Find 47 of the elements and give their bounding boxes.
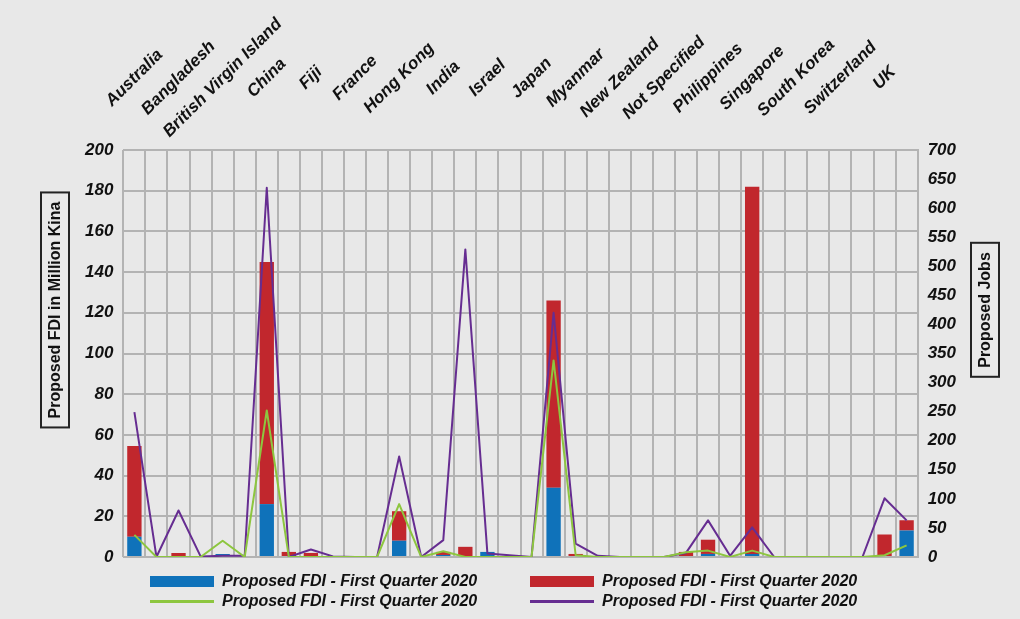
- y-tick-label: 160: [84, 221, 114, 241]
- y2-tick-label: 500: [927, 255, 957, 275]
- y-axis-title: Proposed FDI in Million Kina: [40, 191, 70, 429]
- y2-tick-label: 450: [926, 285, 957, 305]
- y2-tick-label: 200: [926, 430, 957, 450]
- x-tick-label: Fiji: [294, 61, 327, 93]
- y2-tick-label: 0: [927, 546, 938, 566]
- legend-label: Proposed FDI - First Quarter 2020: [602, 572, 858, 590]
- y-tick-label: 200: [83, 139, 114, 159]
- bar: [700, 553, 716, 556]
- legend-label: Proposed FDI - First Quarter 2020: [222, 592, 478, 610]
- y2-tick-label: 50: [927, 517, 948, 537]
- bar: [171, 552, 186, 556]
- y-tick-label: 80: [94, 383, 114, 403]
- y2-axis-title: Proposed Jobs: [970, 242, 1000, 378]
- bar: [259, 504, 274, 556]
- y2-tick-label: 650: [927, 168, 957, 188]
- bar: [458, 546, 473, 556]
- y-tick-label: 100: [84, 343, 114, 363]
- y-tick-label: 0: [103, 546, 114, 566]
- y2-tick-label: 700: [927, 139, 957, 159]
- y2-tick-label: 100: [927, 488, 957, 508]
- legend-label: Proposed FDI - First Quarter 2020: [602, 592, 858, 610]
- bar: [127, 446, 142, 537]
- bar: [899, 530, 914, 556]
- y2-tick-label: 250: [926, 401, 957, 421]
- y2-tick-label: 550: [927, 226, 957, 246]
- y-tick-label: 20: [93, 505, 114, 525]
- bar: [391, 540, 407, 556]
- y-tick-label: 180: [84, 180, 114, 200]
- legend-label: Proposed FDI - First Quarter 2020: [222, 572, 478, 590]
- y-tick-label: 60: [94, 424, 114, 444]
- bar: [899, 520, 914, 531]
- bar: [744, 186, 760, 554]
- bar: [877, 534, 892, 556]
- y-tick-label: 120: [84, 302, 114, 322]
- y2-tick-label: 150: [927, 459, 957, 479]
- y2-tick-label: 300: [927, 372, 957, 392]
- y-tick-label: 140: [84, 261, 114, 281]
- y-tick-label: 40: [93, 465, 114, 485]
- y2-tick-label: 350: [927, 343, 957, 363]
- y2-tick-label: 400: [926, 314, 957, 334]
- bar: [127, 536, 142, 556]
- y2-tick-label: 600: [927, 197, 957, 217]
- bar: [744, 553, 760, 556]
- bar: [546, 487, 561, 556]
- bar: [303, 552, 319, 556]
